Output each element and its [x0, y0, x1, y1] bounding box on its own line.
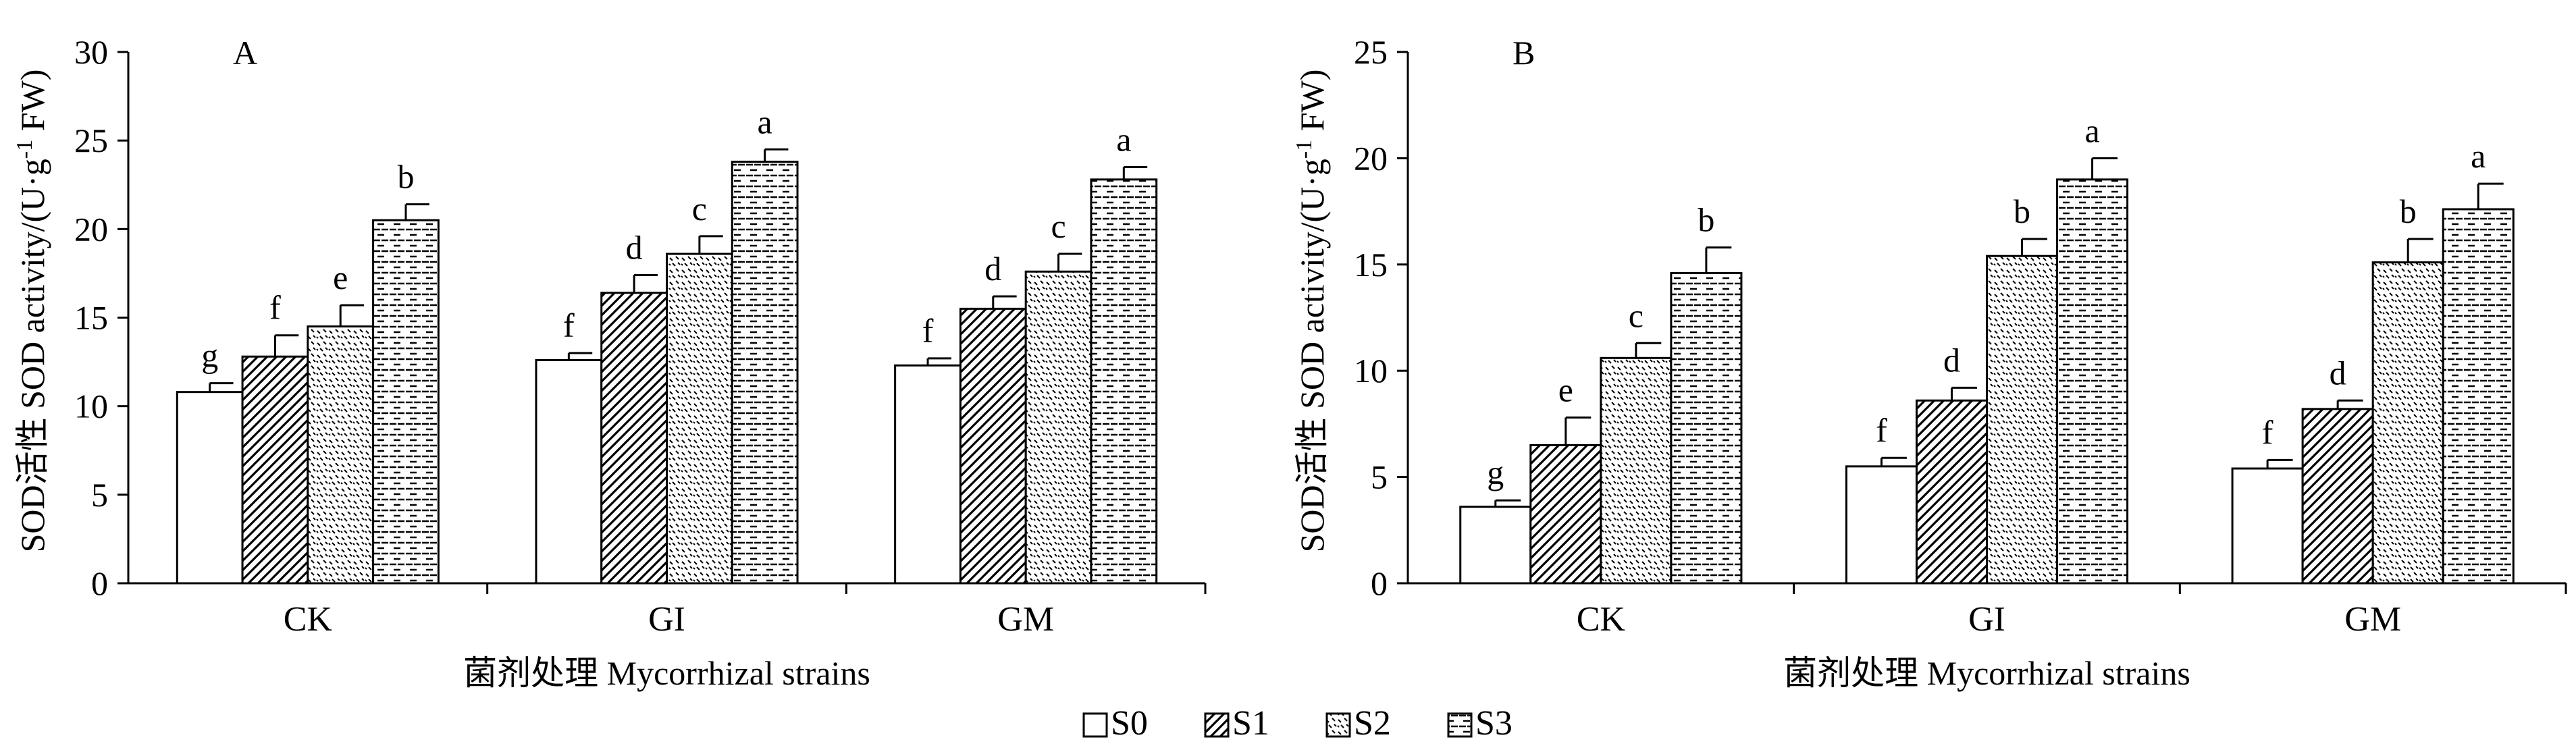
- bar-s1: [1915, 399, 1989, 585]
- bar-s3: [731, 161, 799, 585]
- y-tick-label: 15: [74, 299, 108, 337]
- bar-s3: [1090, 178, 1158, 585]
- significance-letter: b: [2400, 192, 2417, 230]
- legend-swatch-s3: [1447, 712, 1473, 738]
- x-axis-title: 菌剂处理 Mycorrhizal strains: [1783, 654, 2190, 692]
- y-tick-label: 5: [91, 476, 108, 514]
- significance-letter: a: [2084, 111, 2099, 149]
- legend-label: S1: [1232, 704, 1269, 743]
- significance-letter: d: [984, 250, 1001, 288]
- significance-letter: d: [2330, 354, 2346, 392]
- significance-letter: a: [758, 103, 772, 140]
- y-tick-label: 25: [1354, 33, 1388, 71]
- bar-s1: [600, 292, 668, 585]
- panel-label: A: [233, 34, 257, 72]
- bar-s1: [241, 355, 309, 585]
- significance-letter: g: [1487, 454, 1504, 491]
- legend-swatch-s1: [1204, 712, 1230, 738]
- significance-letter: e: [333, 259, 348, 296]
- bar-s3: [2056, 178, 2129, 585]
- y-tick-label: 20: [1354, 139, 1388, 177]
- bar-s2: [1986, 255, 2059, 585]
- bar-s3: [372, 219, 440, 585]
- y-tick-label: 10: [1354, 352, 1388, 390]
- significance-letter: b: [1698, 201, 1714, 239]
- significance-letter: e: [1558, 371, 1573, 408]
- y-tick-label: 10: [74, 387, 108, 425]
- significance-letter: d: [626, 229, 643, 267]
- x-tick-label: GI: [648, 600, 685, 639]
- bar-s0: [2231, 467, 2304, 585]
- significance-letter: b: [2014, 192, 2030, 230]
- y-tick-label: 15: [1354, 246, 1388, 284]
- significance-letter: b: [397, 158, 414, 196]
- y-tick-label: 0: [1371, 564, 1388, 602]
- significance-letter: g: [201, 337, 218, 375]
- bar-s0: [1845, 465, 1918, 585]
- significance-letter: f: [1876, 411, 1887, 449]
- legend-label: S2: [1354, 704, 1391, 743]
- y-tick-label: 0: [91, 564, 108, 602]
- y-tick-label: 25: [74, 122, 108, 159]
- significance-letter: a: [1116, 121, 1131, 159]
- significance-letter: a: [2471, 137, 2486, 175]
- significance-letter: c: [1051, 207, 1066, 245]
- x-tick-label: GM: [997, 600, 1054, 639]
- bar-s2: [1600, 356, 1673, 585]
- significance-letter: c: [692, 190, 707, 227]
- bar-s3: [2442, 208, 2515, 585]
- significance-letter: f: [563, 306, 575, 344]
- bar-s0: [1459, 506, 1532, 585]
- bar-s0: [894, 364, 962, 585]
- legend-label: S0: [1111, 704, 1148, 743]
- significance-letter: f: [922, 312, 934, 350]
- x-tick-label: GI: [1968, 600, 2005, 639]
- legend: S0 S1 S2 S3: [1082, 704, 1513, 743]
- y-axis-title: SOD活性 SOD activity/(U·g-1 FW): [1292, 70, 1331, 553]
- legend-swatch-s2: [1325, 712, 1351, 738]
- x-axis-title: 菌剂处理 Mycorrhizal strains: [463, 654, 870, 692]
- y-axis-title: SOD活性 SOD activity/(U·g-1 FW): [12, 70, 51, 553]
- bar-s2: [307, 325, 375, 585]
- legend-swatch-s0: [1082, 712, 1108, 738]
- x-tick-label: CK: [1577, 600, 1626, 639]
- panel-b: 0 5 10 15 20 25 CK GI GM g e c b f d b a f d b a B SOD活性 SOD a…: [1292, 33, 2567, 692]
- panel-label: B: [1513, 34, 1535, 72]
- y-tick-label: 30: [74, 33, 108, 71]
- x-tick-label: GM: [2344, 600, 2401, 639]
- x-tick-label: CK: [284, 600, 333, 639]
- bar-s3: [1670, 271, 1743, 585]
- bar-s1: [2301, 408, 2374, 585]
- bar-s1: [1529, 444, 1602, 585]
- panel-a: 0 5 10 15 20 25 30 CK GI GM g f e b f d c a f d c a A SOD活性 SOD…: [12, 33, 1207, 692]
- bar-s2: [2371, 261, 2444, 585]
- bar-s2: [1024, 270, 1093, 585]
- bar-s1: [959, 307, 1027, 585]
- significance-letter: f: [269, 289, 281, 327]
- legend-label: S3: [1475, 704, 1513, 743]
- y-tick-label: 20: [74, 210, 108, 248]
- significance-letter: d: [1943, 341, 1960, 379]
- significance-letter: f: [2262, 413, 2273, 451]
- bar-s0: [176, 391, 244, 585]
- bar-s2: [666, 252, 733, 585]
- significance-letter: c: [1629, 296, 1644, 334]
- y-tick-label: 5: [1371, 458, 1388, 496]
- bar-s0: [535, 358, 603, 585]
